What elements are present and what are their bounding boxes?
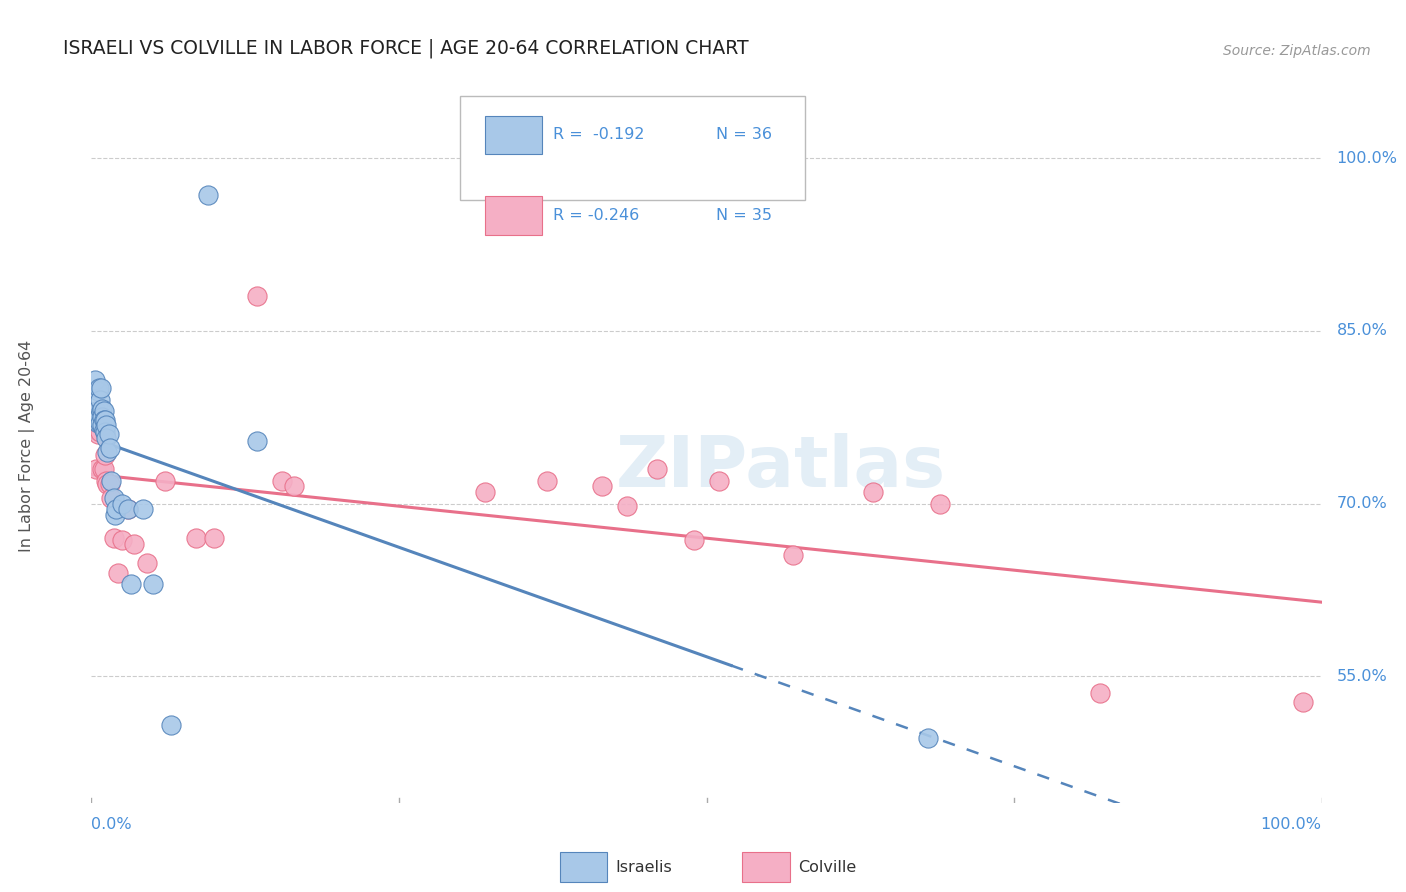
Text: Colville: Colville [799, 860, 856, 874]
Point [89, 425, 111, 440]
Text: 55.0%: 55.0% [1336, 669, 1388, 683]
FancyBboxPatch shape [460, 96, 804, 200]
Text: Israelis: Israelis [616, 860, 672, 874]
Point [246, 289, 269, 303]
Point [111, 533, 134, 548]
Point [98, 442, 121, 456]
Point [96, 418, 117, 433]
Point [91, 402, 114, 417]
Text: ISRAELI VS COLVILLE IN LABOR FORCE | AGE 20-64 CORRELATION CHART: ISRAELI VS COLVILLE IN LABOR FORCE | AGE… [63, 38, 749, 58]
Point [474, 485, 496, 500]
Point [90, 381, 112, 395]
Point [94, 448, 117, 462]
FancyBboxPatch shape [485, 116, 541, 154]
Point [87, 381, 110, 395]
Point [120, 577, 142, 591]
Point [97, 427, 120, 442]
Point [111, 497, 134, 511]
Point [96, 474, 117, 488]
Point [683, 533, 706, 548]
Text: Source: ZipAtlas.com: Source: ZipAtlas.com [1223, 44, 1371, 58]
Point [91, 418, 114, 433]
Point [271, 474, 294, 488]
Point [1292, 694, 1315, 708]
Text: ZIPatlas: ZIPatlas [616, 433, 945, 502]
Point [132, 502, 155, 516]
Point [100, 474, 122, 488]
Point [86, 416, 108, 430]
Point [197, 188, 219, 202]
Text: 85.0%: 85.0% [1336, 324, 1388, 338]
Text: N = 35: N = 35 [716, 208, 772, 223]
Point [153, 474, 177, 488]
Point [645, 462, 669, 476]
Point [90, 404, 112, 418]
Point [96, 431, 117, 445]
Point [104, 508, 127, 522]
Point [84, 373, 107, 387]
Point [862, 485, 884, 500]
Text: R = -0.246: R = -0.246 [553, 208, 638, 223]
Point [105, 502, 127, 516]
Point [202, 531, 225, 545]
Point [917, 731, 939, 746]
Point [782, 549, 804, 563]
Point [86, 462, 108, 476]
Point [184, 531, 207, 545]
Point [94, 425, 117, 440]
Point [90, 410, 112, 425]
Point [142, 577, 165, 591]
Point [87, 410, 110, 425]
Point [89, 392, 111, 407]
Text: 100.0%: 100.0% [1261, 816, 1322, 831]
Text: N = 36: N = 36 [716, 128, 772, 143]
Point [100, 491, 122, 505]
Point [117, 502, 139, 516]
Point [91, 462, 114, 476]
Point [536, 474, 558, 488]
Point [929, 497, 952, 511]
Point [93, 404, 115, 418]
FancyBboxPatch shape [485, 196, 541, 235]
Point [94, 412, 117, 426]
Point [591, 479, 613, 493]
Text: 0.0%: 0.0% [91, 816, 132, 831]
Point [89, 416, 111, 430]
Text: R =  -0.192: R = -0.192 [553, 128, 644, 143]
Text: 100.0%: 100.0% [1336, 151, 1398, 166]
Point [91, 410, 114, 425]
Point [86, 427, 108, 442]
Point [93, 423, 115, 437]
Point [707, 474, 730, 488]
Point [93, 412, 115, 426]
Point [616, 499, 638, 513]
Point [86, 404, 108, 418]
Point [117, 502, 139, 516]
Point [98, 477, 121, 491]
Point [96, 444, 118, 458]
Point [124, 537, 146, 551]
Text: 70.0%: 70.0% [1336, 496, 1388, 511]
Text: In Labor Force | Age 20-64: In Labor Force | Age 20-64 [20, 340, 35, 552]
Point [96, 477, 118, 491]
Point [1088, 686, 1111, 700]
Point [103, 531, 125, 545]
Point [246, 434, 269, 449]
Point [160, 717, 183, 731]
Point [93, 462, 115, 476]
FancyBboxPatch shape [742, 852, 790, 882]
Point [103, 491, 125, 505]
Point [283, 479, 305, 493]
Point [86, 384, 108, 398]
Point [135, 557, 157, 571]
FancyBboxPatch shape [560, 852, 607, 882]
Point [107, 566, 129, 580]
